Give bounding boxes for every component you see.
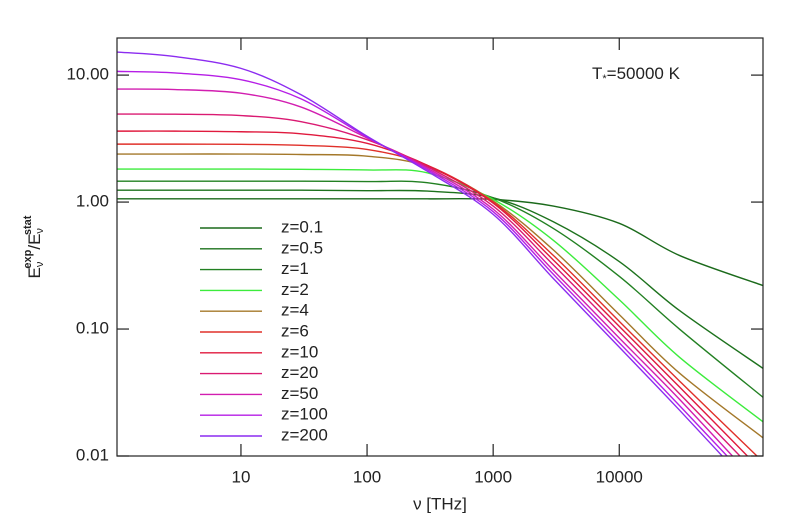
legend-label: z=1	[281, 259, 309, 278]
data-line	[117, 168, 763, 423]
data-line	[117, 70, 729, 456]
y-axis-label-part: E	[25, 267, 44, 278]
plot-area	[117, 51, 763, 456]
legend-label: z=50	[281, 384, 318, 403]
x-tick-label: 10000	[596, 467, 643, 486]
data-line	[117, 88, 734, 456]
y-axis-label-part: /E	[25, 234, 44, 250]
x-tick-label: 10	[231, 467, 250, 486]
annotation-part: T	[592, 64, 602, 83]
legend-label: z=0.1	[281, 217, 323, 236]
legend-label: z=20	[281, 363, 318, 382]
annotation-part: =50000 K	[607, 64, 681, 83]
annotation: T*=50000 K	[592, 64, 681, 84]
data-line	[117, 51, 724, 456]
annotation-part: *	[602, 73, 607, 85]
data-line	[117, 113, 741, 456]
data-line	[117, 189, 763, 369]
y-axis-label: Eνexp/Eνstat	[22, 215, 46, 278]
legend-label: z=6	[281, 321, 309, 340]
legend-label: z=2	[281, 280, 309, 299]
legend-label: z=10	[281, 342, 318, 361]
legend-label: z=4	[281, 301, 309, 320]
legend-label: z=0.5	[281, 238, 323, 257]
plot-frame	[116, 37, 764, 457]
data-line	[117, 180, 763, 398]
x-axis-label: ν [THz]	[413, 494, 467, 513]
y-tick-label: 1.00	[76, 192, 109, 211]
y-axis-label-part: ν	[34, 228, 46, 234]
data-line	[117, 130, 749, 456]
y-tick-label: 0.01	[76, 445, 109, 464]
x-tick-label: 100	[353, 467, 381, 486]
data-line	[117, 197, 763, 287]
legend-label: z=200	[281, 425, 328, 444]
y-axis-label-part: stat	[22, 215, 34, 235]
x-tick-label: 1000	[474, 467, 512, 486]
legend-label: z=100	[281, 405, 328, 424]
y-axis-label-part: ν	[34, 261, 46, 267]
y-tick-label: 10.00	[66, 65, 109, 84]
y-axis-label-part: exp	[22, 249, 34, 268]
y-tick-label: 0.10	[76, 319, 109, 338]
